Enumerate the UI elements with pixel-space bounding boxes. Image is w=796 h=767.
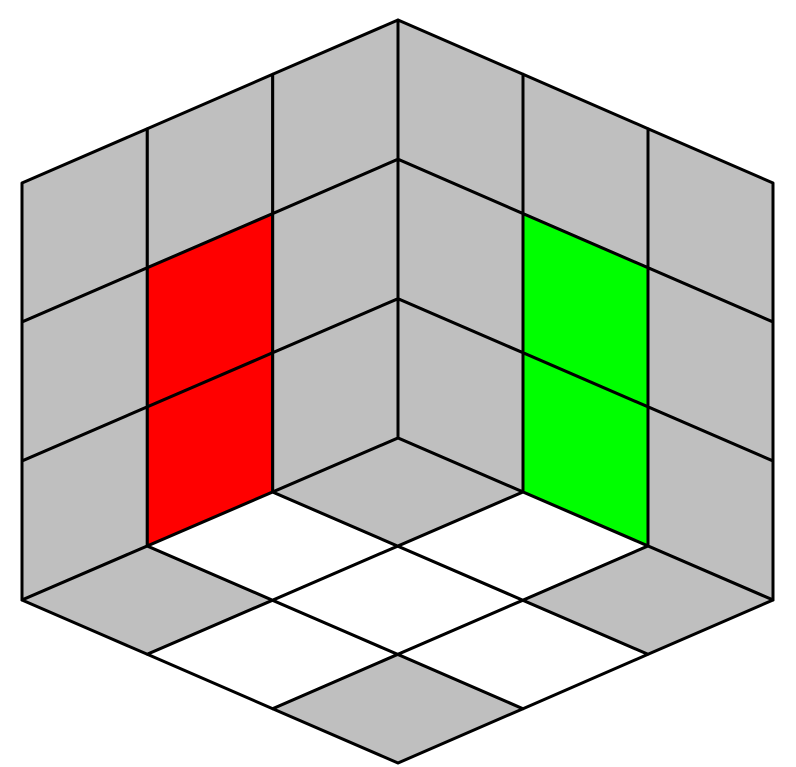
cube-face-bottom xyxy=(20,436,775,765)
cube-face-left xyxy=(20,18,400,602)
bottom-sticker-r3c3-gray xyxy=(521,544,775,656)
cube-face-right xyxy=(396,18,775,602)
